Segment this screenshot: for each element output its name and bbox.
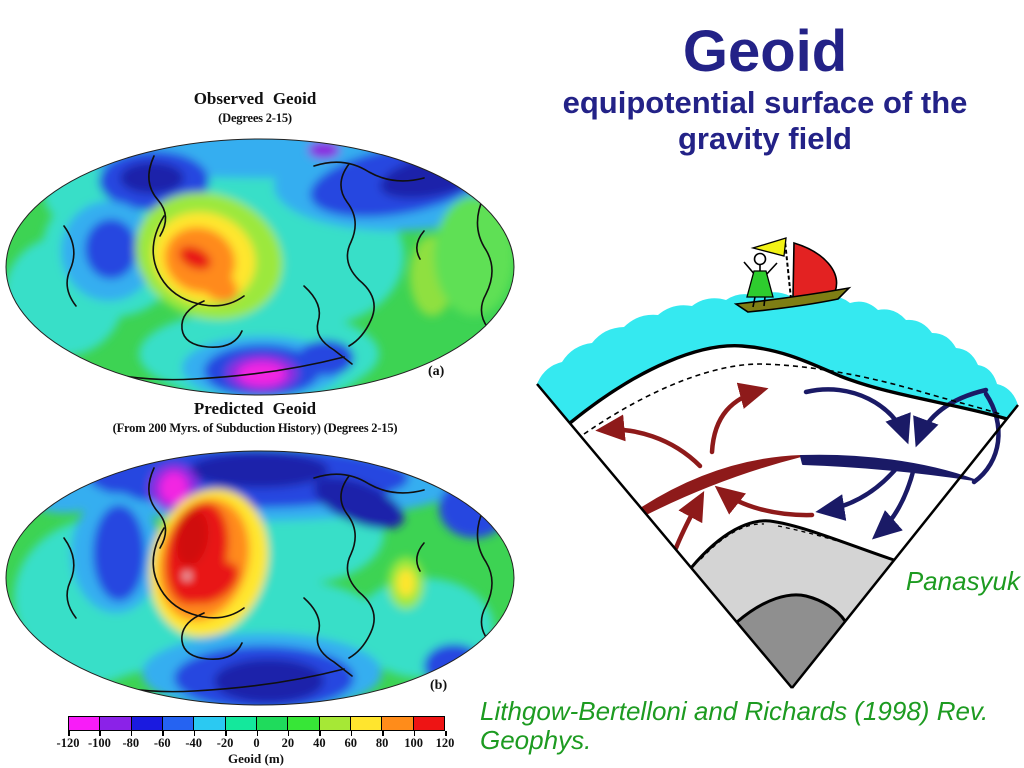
colorbar-segment (381, 716, 414, 731)
colorbar-tick-label: -80 (122, 736, 140, 750)
boat-flag (750, 237, 787, 257)
colorbar-caption: Geoid (m) (228, 751, 284, 766)
colorbar-tick-label: -60 (153, 736, 171, 750)
sailboat (733, 237, 852, 313)
colorbar-segment (161, 716, 195, 731)
subtitle-line-2: gravity field (678, 121, 852, 157)
predicted-map-title: Predicted Geoid (193, 399, 317, 418)
colorbar-tick (99, 731, 101, 736)
observed-map-header: Observed Geoid (Degrees 2-15) (100, 89, 410, 126)
inner-core-boundary-line (736, 593, 847, 624)
upwelling-arrows (595, 382, 815, 551)
sailor-dress (746, 270, 774, 298)
predicted-map-subtitle: (From 200 Myrs. of Subduction History) (… (112, 421, 398, 435)
colorbar-tick-label: 60 (344, 736, 358, 750)
colorbar-tick (287, 731, 290, 736)
colorbar-tick (382, 731, 384, 736)
colorbar-tick (68, 731, 70, 736)
map-a-outline (5, 138, 515, 396)
colorbar-ticks: -120 -100 -80 -60 -40 -20 0 20 40 60 80 100 120 (57, 731, 454, 757)
sailor-head (753, 252, 767, 266)
predicted-geoid-map (5, 450, 515, 706)
subtitle-line-1: equipotential surface of the (562, 84, 968, 120)
wedge-edges (536, 383, 1019, 689)
colorbar-tick (225, 731, 227, 736)
map-a-anomaly-blobs (6, 139, 514, 395)
colorbar-tick (130, 731, 133, 736)
cmb-reference-dashed-left (700, 523, 765, 560)
colorbar-tick (413, 731, 416, 736)
colorbar-segment (287, 716, 320, 731)
boat-mast (784, 240, 792, 300)
deformed-surface-line (568, 344, 1008, 425)
map-b-outline (5, 450, 515, 706)
colorbar-tick-label: 100 (404, 736, 423, 750)
colorbar-segments (68, 716, 445, 731)
diagram-credit: Panasyuk (905, 566, 1020, 596)
colorbar-segment (99, 716, 132, 731)
downwelling-arrows (803, 387, 1001, 540)
citation-text: Lithgow-Bertelloni and Richards (1998) R… (480, 696, 989, 756)
colorbar-segment (224, 716, 257, 731)
panel-label-b: (b) (430, 678, 448, 693)
ocean-water (537, 292, 1018, 423)
colorbar-segment (349, 716, 383, 731)
colorbar-segment (318, 716, 351, 731)
colorbar-tick (162, 731, 164, 736)
panel-label-a: (a) (428, 364, 445, 379)
predicted-map-header: Predicted Geoid (From 200 Myrs. of Subdu… (40, 399, 470, 436)
colorbar-tick-label: -100 (87, 736, 111, 750)
colorbar-tick (445, 731, 447, 736)
inner-core-layer (737, 594, 845, 688)
colorbar-tick-label: -40 (185, 736, 202, 750)
colorbar-tick-label: 80 (375, 736, 389, 750)
colorbar-tick-label: -20 (216, 736, 234, 750)
sailor-legs (752, 296, 766, 308)
colorbar-segment (412, 716, 445, 731)
observed-map-subtitle: (Degrees 2-15) (218, 111, 292, 125)
colorbar-tick-label: 0 (253, 736, 260, 750)
page-subtitle: equipotential surface of the gravity fie… (530, 85, 1000, 158)
colorbar-segment (255, 716, 289, 731)
colorbar-tick-label: -120 (56, 736, 80, 750)
page-title: Geoid (682, 19, 848, 84)
boat-sail (792, 241, 838, 299)
colorbar-tick (319, 731, 321, 736)
colorbar-segment (193, 716, 226, 731)
colorbar-segment (68, 716, 101, 731)
title-block: Geoid equipotential surface of the gravi… (530, 19, 1000, 158)
colorbar-segment (130, 716, 163, 731)
mantle-wedge-diagram (536, 237, 1019, 689)
colorbar-tick (193, 731, 196, 736)
reference-ellipsoid-dashed-line (583, 363, 1001, 435)
colorbar-tick-label: 40 (313, 736, 326, 750)
colorbar-tick-label: 120 (435, 736, 455, 750)
colorbar-tick (256, 731, 258, 736)
observed-map-title: Observed Geoid (193, 89, 317, 108)
sailor-figure (743, 252, 778, 308)
colorbar-tick-label: 20 (281, 736, 295, 750)
colorbar-tick (350, 731, 353, 736)
cold-transition-zone-lens (800, 454, 975, 481)
observed-geoid-map (5, 138, 515, 396)
